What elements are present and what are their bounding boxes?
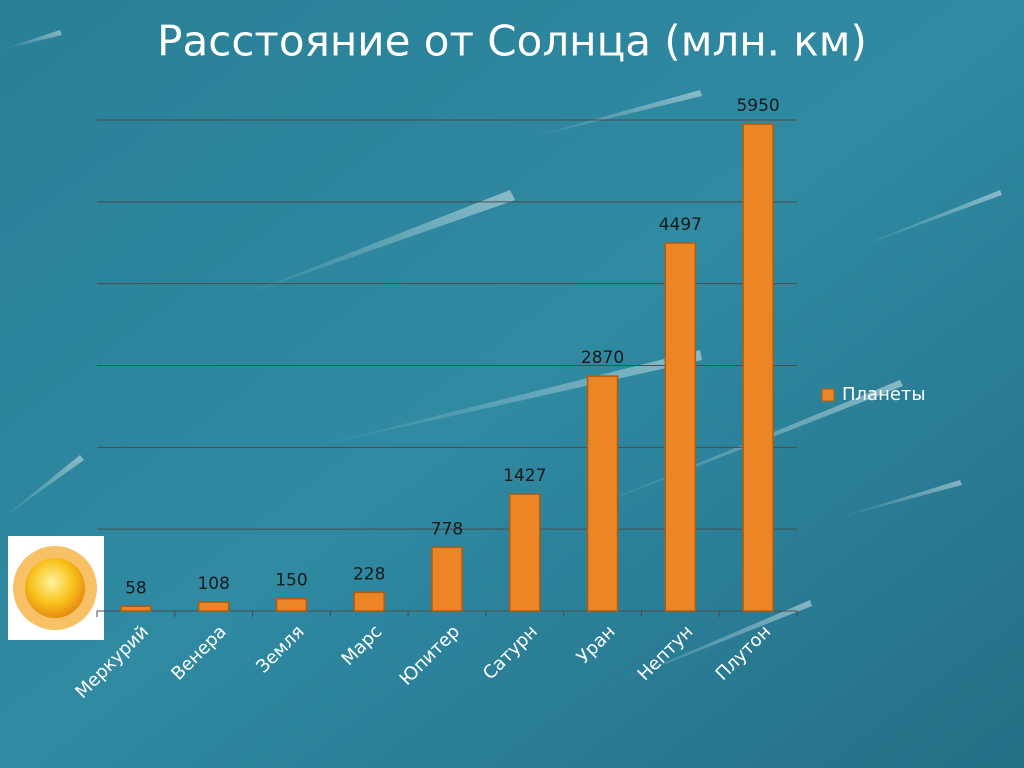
value-label: 5950 <box>736 96 779 116</box>
sun-icon <box>8 536 104 640</box>
value-label: 58 <box>125 578 147 598</box>
value-label: 778 <box>431 519 463 539</box>
bar <box>664 242 697 612</box>
value-label: 2870 <box>581 348 624 368</box>
value-label: 150 <box>275 571 307 591</box>
bar <box>353 591 385 612</box>
bar <box>120 605 152 612</box>
bar <box>431 546 463 612</box>
chart-title: Расстояние от Солнца (млн. км) <box>157 17 867 66</box>
bar <box>742 123 774 612</box>
legend-label: Планеты <box>842 384 926 405</box>
value-label: 4497 <box>659 215 702 235</box>
value-label: 1427 <box>503 466 546 486</box>
bar <box>586 375 619 612</box>
bar <box>197 601 230 612</box>
streaks <box>0 30 1002 690</box>
bar <box>509 493 541 612</box>
value-label: 108 <box>197 574 229 594</box>
value-label: 228 <box>353 564 385 584</box>
legend-swatch <box>821 388 835 402</box>
bar <box>275 597 308 612</box>
